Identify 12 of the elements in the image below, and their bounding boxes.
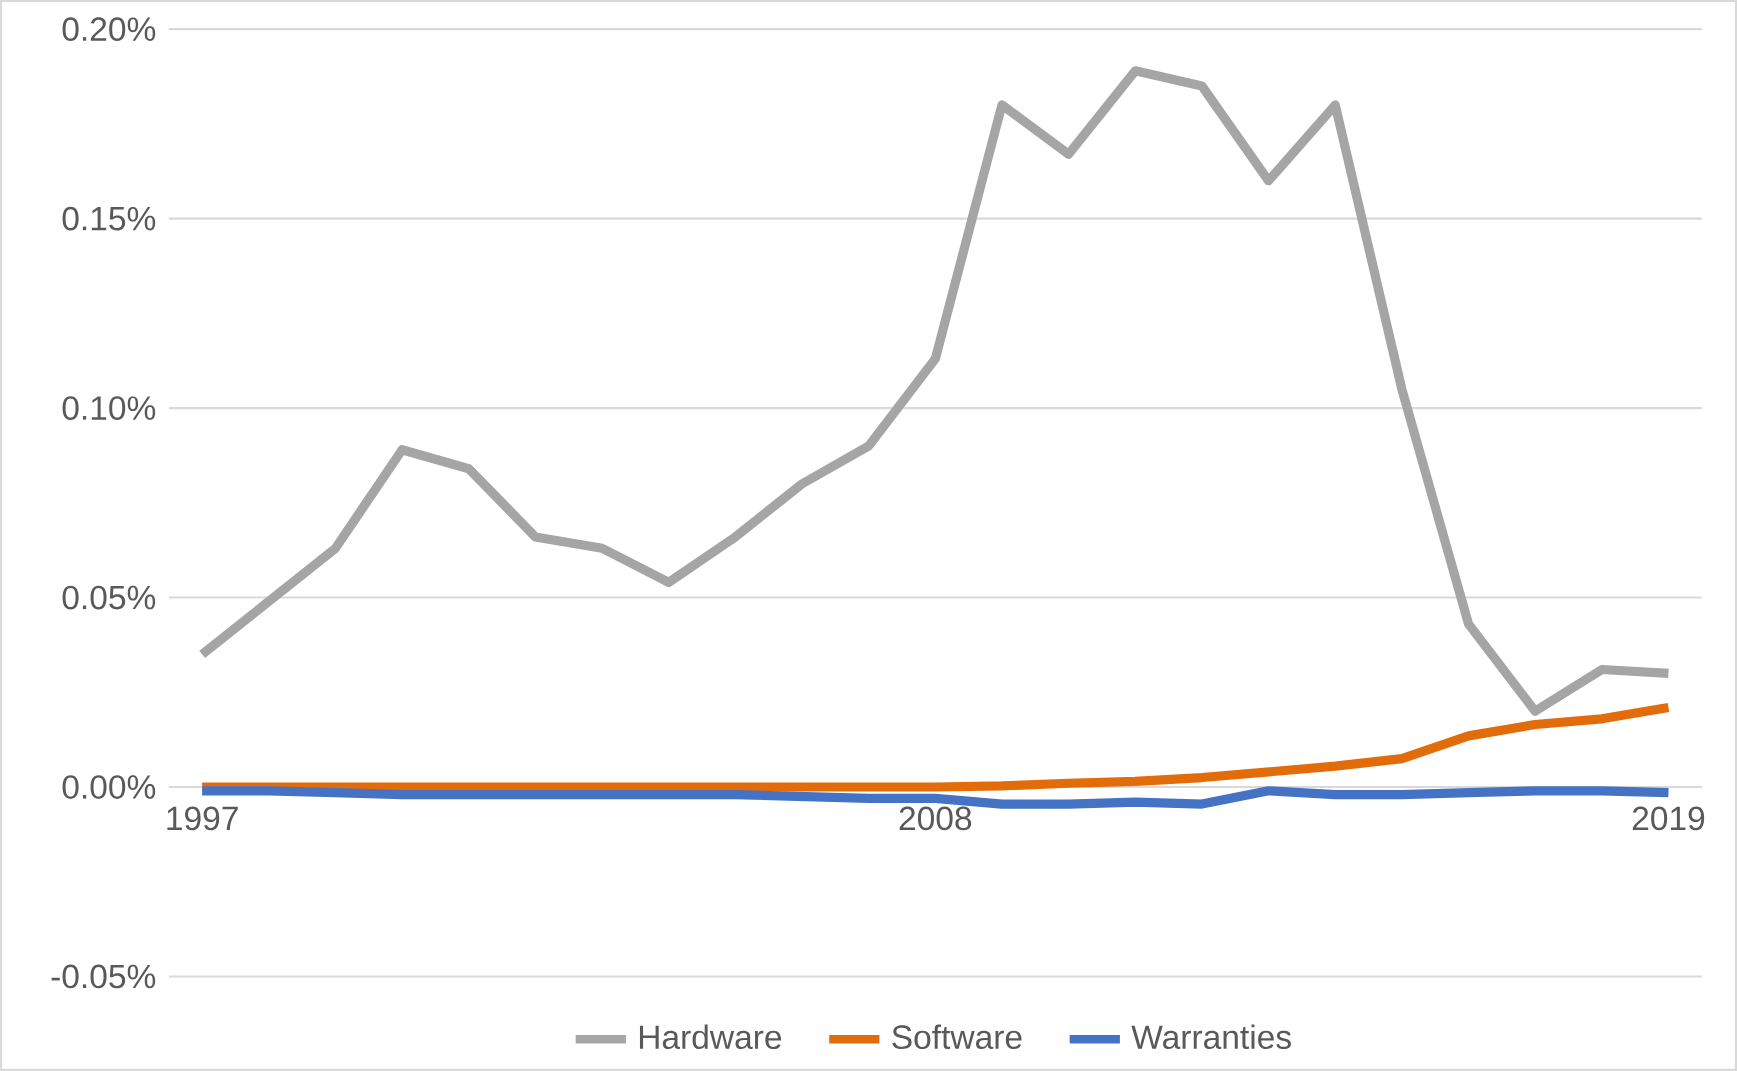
- x-tick-label: 2008: [899, 806, 972, 831]
- x-tick-label: 1997: [167, 806, 238, 831]
- legend-label: Hardware: [639, 1024, 782, 1050]
- y-tick-label: 0.05%: [62, 585, 156, 610]
- y-tick-label: 0.15%: [62, 206, 156, 231]
- y-tick-label: 0.20%: [62, 17, 156, 42]
- y-tick-label: 0.00%: [62, 775, 156, 799]
- legend-label: Warranties: [1131, 1024, 1291, 1050]
- legend-label: Software: [892, 1024, 1022, 1050]
- x-tick-label: 2019: [1632, 806, 1705, 831]
- y-tick-label: 0.10%: [62, 396, 156, 420]
- y-tick-label: -0.05%: [51, 964, 156, 989]
